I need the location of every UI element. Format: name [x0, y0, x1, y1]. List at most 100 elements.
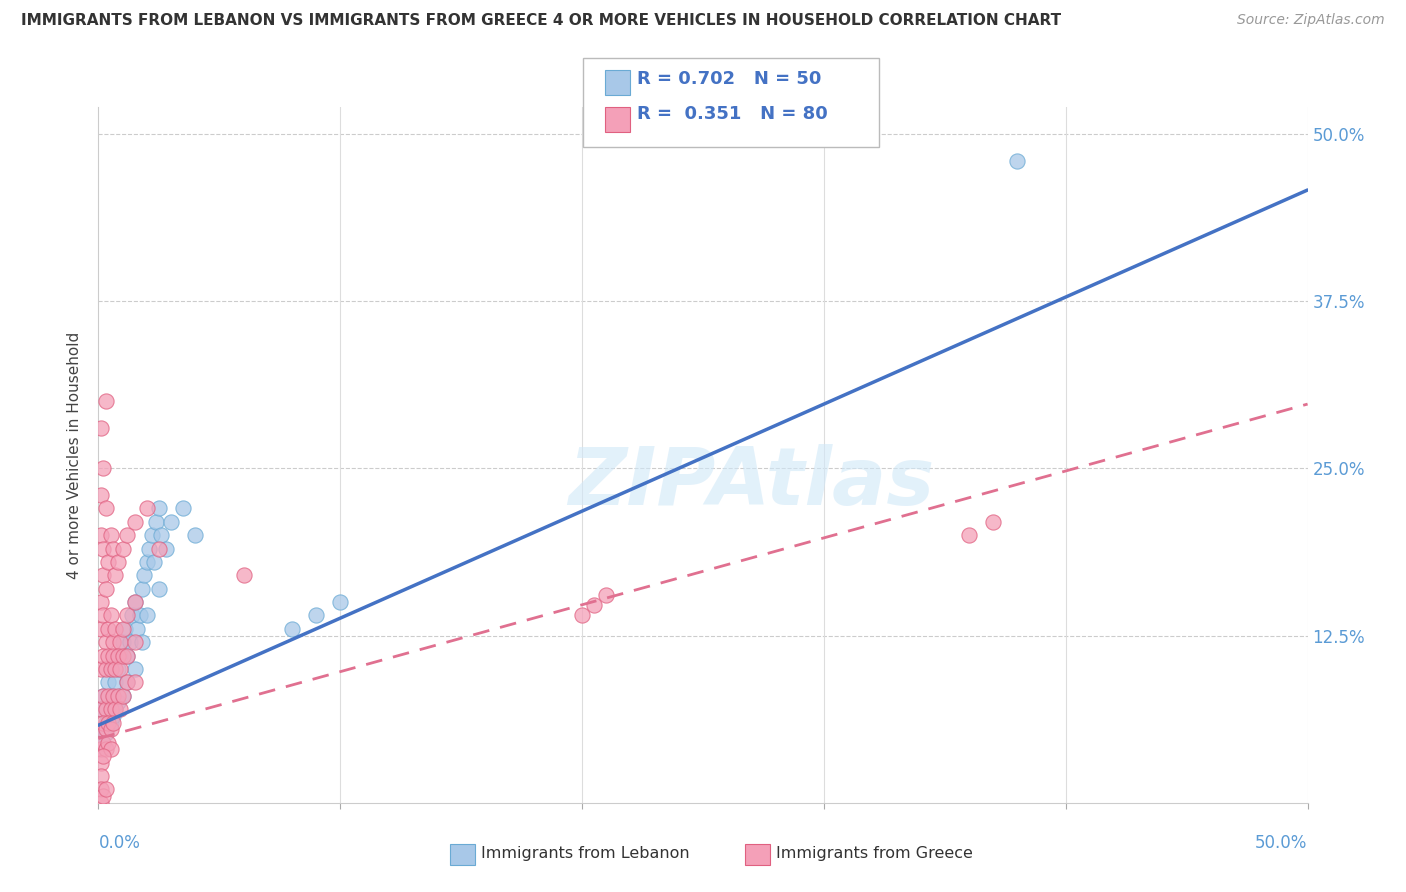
Point	[117, 528, 139, 542]
Point	[111, 635, 134, 649]
Point	[94, 501, 117, 516]
Point	[124, 595, 146, 609]
Point	[583, 598, 606, 612]
Point	[91, 608, 114, 623]
Point	[100, 662, 122, 676]
Point	[90, 782, 112, 797]
Point	[94, 715, 117, 730]
Point	[104, 702, 127, 716]
Point	[91, 735, 114, 749]
Point	[124, 635, 146, 649]
Point	[117, 675, 139, 690]
Point	[90, 742, 112, 756]
Point	[90, 662, 112, 676]
Point	[160, 515, 183, 529]
Point	[148, 501, 170, 516]
Point	[91, 789, 114, 803]
Text: 50.0%: 50.0%	[1256, 834, 1308, 852]
Point	[100, 742, 122, 756]
Point	[981, 515, 1004, 529]
Point	[91, 689, 114, 703]
Point	[148, 582, 170, 596]
Text: 0.0%: 0.0%	[98, 834, 141, 852]
Point	[135, 608, 157, 623]
Point	[94, 662, 117, 676]
Point	[118, 635, 141, 649]
Point	[134, 568, 156, 582]
Point	[101, 648, 124, 663]
Point	[329, 595, 352, 609]
Point	[97, 689, 120, 703]
Point	[131, 582, 153, 596]
Point	[101, 689, 124, 703]
Point	[91, 568, 114, 582]
Text: R = 0.702   N = 50: R = 0.702 N = 50	[637, 70, 821, 87]
Point	[94, 723, 117, 737]
Text: R =  0.351   N = 80: R = 0.351 N = 80	[637, 105, 828, 123]
Point	[97, 648, 120, 663]
Point	[100, 702, 122, 716]
Text: Immigrants from Lebanon: Immigrants from Lebanon	[481, 846, 689, 861]
Point	[97, 622, 120, 636]
Point	[114, 622, 136, 636]
Point	[90, 622, 112, 636]
Point	[100, 662, 122, 676]
Point	[94, 782, 117, 797]
Point	[281, 622, 304, 636]
Point	[107, 662, 129, 676]
Point	[101, 689, 124, 703]
Point	[117, 608, 139, 623]
Point	[91, 735, 114, 749]
Point	[107, 696, 129, 710]
Point	[155, 541, 177, 556]
Point	[111, 689, 134, 703]
Text: IMMIGRANTS FROM LEBANON VS IMMIGRANTS FROM GREECE 4 OR MORE VEHICLES IN HOUSEHOL: IMMIGRANTS FROM LEBANON VS IMMIGRANTS FR…	[21, 13, 1062, 29]
Point	[131, 635, 153, 649]
Point	[97, 555, 120, 569]
Point	[111, 689, 134, 703]
Point	[143, 555, 166, 569]
Point	[107, 648, 129, 663]
Point	[100, 528, 122, 542]
Point	[138, 541, 160, 556]
Point	[128, 608, 150, 623]
Point	[104, 568, 127, 582]
Point	[104, 622, 127, 636]
Point	[97, 718, 120, 732]
Point	[104, 702, 127, 716]
Point	[90, 702, 112, 716]
Point	[124, 675, 146, 690]
Point	[108, 702, 131, 716]
Point	[595, 589, 617, 603]
Point	[305, 608, 328, 623]
Point	[97, 735, 120, 749]
Point	[107, 648, 129, 663]
Point	[145, 515, 167, 529]
Point	[957, 528, 980, 542]
Point	[104, 662, 127, 676]
Point	[124, 595, 146, 609]
Point	[111, 622, 134, 636]
Point	[94, 742, 117, 756]
Point	[148, 541, 170, 556]
Point	[117, 648, 139, 663]
Point	[91, 648, 114, 663]
Point	[104, 675, 127, 690]
Point	[101, 541, 124, 556]
Point	[101, 635, 124, 649]
Point	[111, 648, 134, 663]
Point	[94, 635, 117, 649]
Point	[232, 568, 254, 582]
Point	[90, 796, 112, 810]
Point	[94, 394, 117, 409]
Point	[124, 662, 146, 676]
Point	[90, 595, 112, 609]
Point	[94, 726, 117, 740]
Point	[117, 675, 139, 690]
Point	[90, 756, 112, 770]
Point	[90, 769, 112, 783]
Point	[90, 421, 112, 435]
Point	[101, 715, 124, 730]
Point	[94, 702, 117, 716]
Point	[90, 702, 112, 716]
